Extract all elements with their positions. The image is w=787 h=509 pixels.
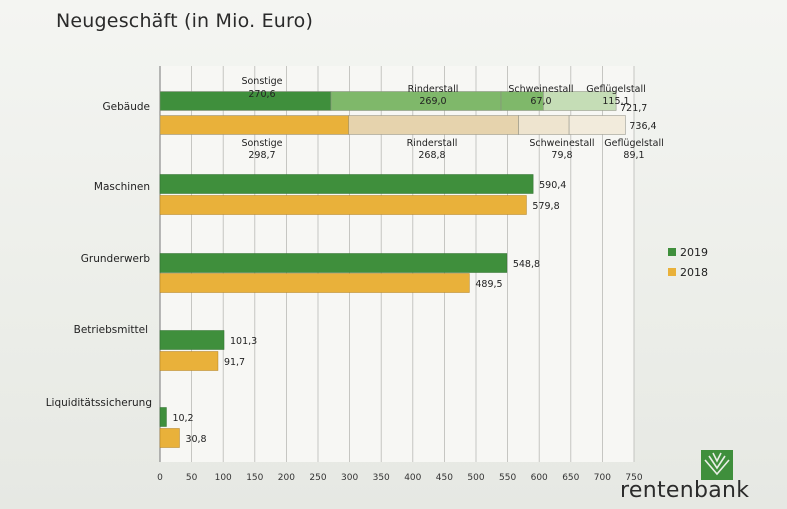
segment-value-2018: 298,7: [248, 150, 275, 161]
category-label: Maschinen: [94, 181, 150, 193]
x-tick-label: 550: [499, 473, 516, 483]
bar-2018: [159, 428, 180, 448]
x-tick-label: 600: [531, 473, 548, 483]
category-label: Gebäude: [103, 101, 150, 113]
rentenbank-logo-icon: [701, 450, 733, 480]
data-label-2019: 10,2: [172, 413, 193, 424]
x-tick-label: 0: [157, 473, 163, 483]
segment-name-2019: Sonstige: [241, 76, 282, 87]
data-label-2018: 30,8: [185, 434, 206, 445]
brand-name: rentenbank: [620, 478, 750, 503]
segment-name-2018: Schweinestall: [529, 138, 594, 149]
bar-2018: [159, 195, 527, 215]
chart-title: Neugeschäft (in Mio. Euro): [56, 10, 314, 32]
legend-label-2018: 2018: [680, 265, 708, 279]
x-tick-label: 500: [467, 473, 484, 483]
category-label: Grunderwerb: [81, 253, 151, 265]
segment-name-2019: Rinderstall: [408, 84, 459, 95]
gebaeude-2018-segment: [568, 115, 626, 135]
x-tick-label: 400: [404, 473, 421, 483]
gebaeude-2018-segment: [348, 115, 519, 135]
segment-value-2019: 270,6: [248, 89, 275, 100]
x-tick-label: 350: [373, 473, 390, 483]
segment-value-2019: 269,0: [419, 96, 446, 107]
bar-2019: [159, 253, 508, 273]
x-tick-label: 50: [186, 473, 198, 483]
bar-2018: [159, 273, 470, 293]
segment-name-2018: Rinderstall: [407, 138, 458, 149]
data-label-2018: 736,4: [629, 121, 656, 132]
bar-2019: [159, 407, 167, 427]
data-label-2019: 590,4: [539, 180, 566, 191]
x-tick-label: 750: [625, 473, 642, 483]
legend-item-2019: 2019: [668, 242, 708, 262]
x-tick-label: 250: [309, 473, 326, 483]
segment-name-2018: Sonstige: [241, 138, 282, 149]
segment-value-2019: 67,0: [530, 96, 551, 107]
x-tick-label: 700: [594, 473, 611, 483]
legend-label-2019: 2019: [680, 245, 708, 259]
x-tick-label: 650: [562, 473, 579, 483]
data-label-2018: 579,8: [532, 201, 559, 212]
segment-value-2018: 79,8: [551, 150, 572, 161]
segment-name-2018: Geflügelstall: [604, 138, 664, 149]
data-label-2018: 489,5: [475, 279, 502, 290]
segment-name-2019: Geflügelstall: [586, 84, 646, 95]
data-label-2019: 721,7: [620, 103, 647, 114]
segment-value-2018: 268,8: [418, 150, 445, 161]
x-tick-label: 300: [341, 473, 358, 483]
x-tick-label: 150: [246, 473, 263, 483]
legend-item-2018: 2018: [668, 262, 708, 282]
bar-2019: [159, 174, 534, 194]
gebaeude-2018-segment: [159, 115, 350, 135]
category-label: Betriebsmittel: [74, 324, 148, 336]
segment-name-2019: Schweinestall: [508, 84, 573, 95]
bar-2018: [159, 351, 219, 371]
segment-value-2019: 115,1: [602, 96, 629, 107]
x-tick-label: 200: [278, 473, 295, 483]
gebaeude-2019-segment: [543, 91, 617, 111]
data-label-2018: 91,7: [224, 357, 245, 368]
segment-value-2018: 89,1: [623, 150, 644, 161]
category-label: Liquiditätssicherung: [46, 397, 152, 409]
x-tick-label: 450: [436, 473, 453, 483]
gebaeude-2018-segment: [518, 115, 570, 135]
gebaeude-2019-segment: [159, 91, 332, 111]
chart-legend: 2019 2018: [668, 242, 708, 282]
legend-swatch-2018: [668, 268, 676, 276]
bar-2019: [159, 330, 225, 350]
legend-swatch-2019: [668, 248, 676, 256]
data-label-2019: 101,3: [230, 336, 257, 347]
x-tick-label: 100: [215, 473, 232, 483]
data-label-2019: 548,8: [513, 259, 540, 270]
